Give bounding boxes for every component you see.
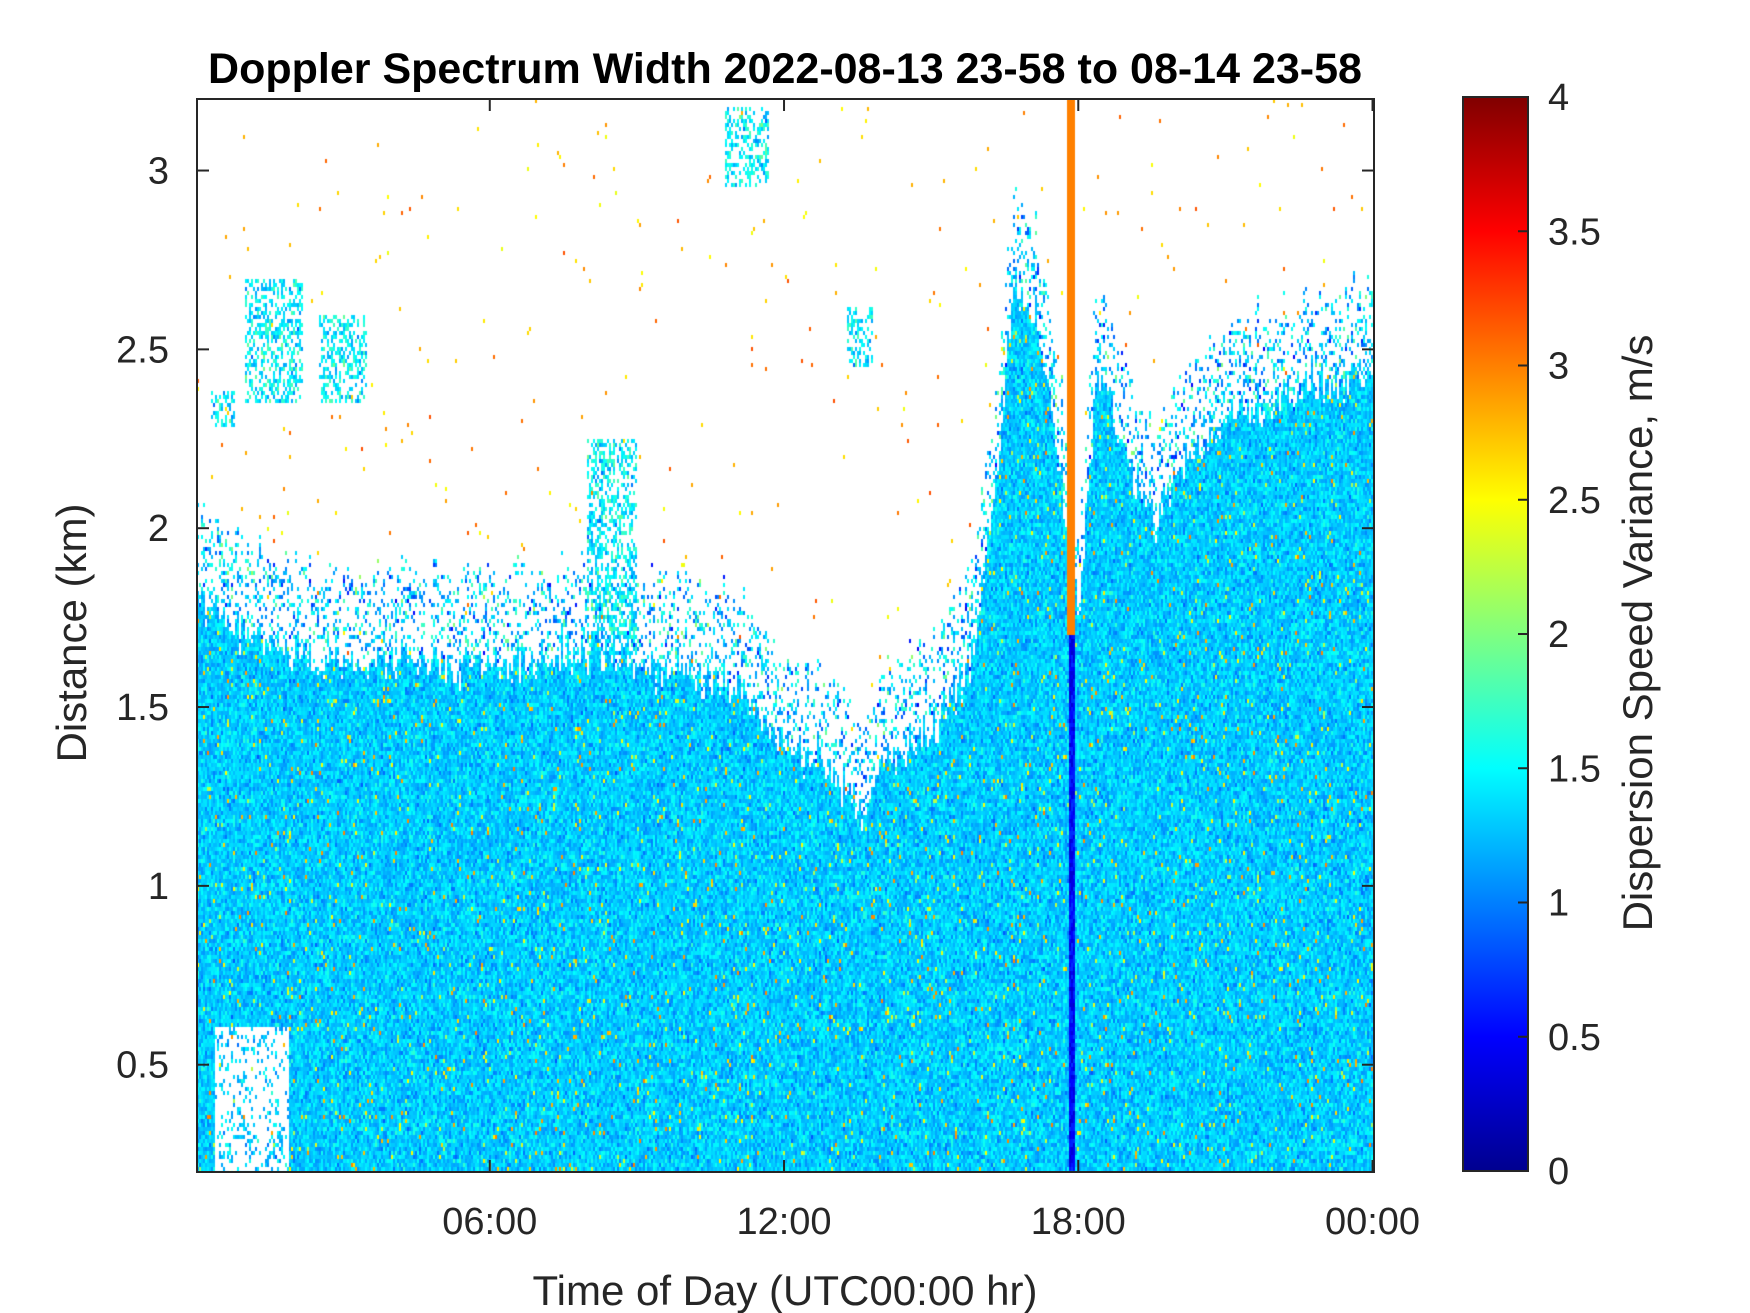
colorbar: 0 0.5 1 1.5 2 2.5 3 3.5 4 — [1462, 77, 1601, 1193]
y-tick-label: 1 — [148, 866, 169, 908]
y-tick-label: 1.5 — [116, 687, 169, 729]
y-tick-label: 0.5 — [116, 1045, 169, 1087]
colorbar-tick-label: 0 — [1548, 1151, 1569, 1193]
colorbar-gradient — [1462, 96, 1529, 1172]
y-axis: 0.5 1 1.5 2 2.5 3 — [116, 151, 1374, 1087]
x-axis: 06:00 12:00 18:00 00:00 — [442, 99, 1420, 1243]
x-tick-label: 18:00 — [1031, 1201, 1126, 1243]
y-tick-label: 2.5 — [116, 329, 169, 371]
x-tick-label: 00:00 — [1325, 1201, 1420, 1243]
x-tick-label: 12:00 — [736, 1201, 831, 1243]
colorbar-tick-label: 1.5 — [1548, 748, 1601, 790]
y-tick-label: 2 — [148, 508, 169, 550]
plot-frame — [196, 98, 1375, 1173]
x-tick-label: 06:00 — [442, 1201, 537, 1243]
colorbar-tick-label: 2.5 — [1548, 480, 1601, 522]
colorbar-tick-label: 3 — [1548, 346, 1569, 388]
heatmap-image — [197, 99, 1374, 1172]
x-axis-label: Time of Day (UTC00:00 hr) — [533, 1267, 1038, 1313]
colorbar-tick-label: 3.5 — [1548, 211, 1601, 253]
chart-title: Doppler Spectrum Width 2022-08-13 23-58 … — [208, 45, 1362, 93]
colorbar-label: Dispersion Speed Variance, m/s — [1614, 335, 1661, 932]
colorbar-tick-label: 1 — [1548, 883, 1569, 925]
plot-area — [196, 98, 1375, 1173]
colorbar-tick-label: 4 — [1548, 77, 1569, 119]
colorbar-tick-label: 0.5 — [1548, 1017, 1601, 1059]
colorbar-ticks: 0 0.5 1 1.5 2 2.5 3 3.5 4 — [1518, 77, 1601, 1193]
colorbar-tick-label: 2 — [1548, 614, 1569, 656]
y-tick-label: 3 — [148, 151, 169, 193]
y-axis-label: Distance (km) — [48, 503, 95, 762]
